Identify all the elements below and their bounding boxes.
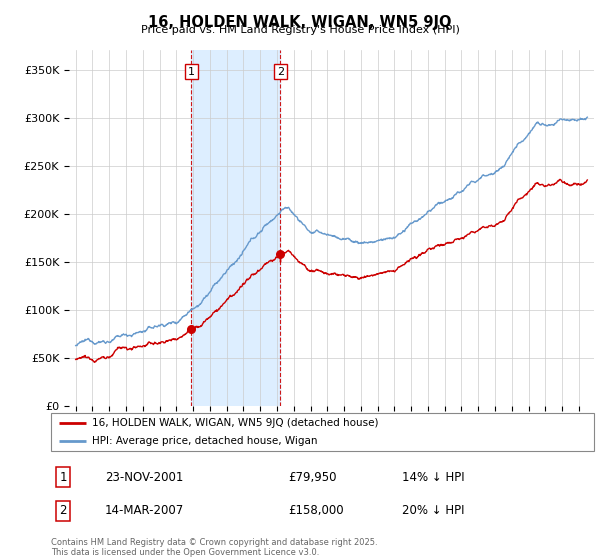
Text: 16, HOLDEN WALK, WIGAN, WN5 9JQ: 16, HOLDEN WALK, WIGAN, WN5 9JQ — [148, 15, 452, 30]
Text: 1: 1 — [59, 470, 67, 484]
Text: 23-NOV-2001: 23-NOV-2001 — [105, 470, 184, 484]
Bar — [191, 50, 280, 406]
Text: £158,000: £158,000 — [288, 504, 344, 517]
Text: 14-MAR-2007: 14-MAR-2007 — [105, 504, 184, 517]
Text: £79,950: £79,950 — [288, 470, 337, 484]
Text: Price paid vs. HM Land Registry's House Price Index (HPI): Price paid vs. HM Land Registry's House … — [140, 25, 460, 35]
Text: 1: 1 — [188, 67, 195, 77]
Text: 16, HOLDEN WALK, WIGAN, WN5 9JQ (detached house): 16, HOLDEN WALK, WIGAN, WN5 9JQ (detache… — [92, 418, 378, 428]
Point — [187, 325, 196, 334]
FancyBboxPatch shape — [51, 413, 594, 451]
Text: HPI: Average price, detached house, Wigan: HPI: Average price, detached house, Wiga… — [92, 436, 317, 446]
Text: 2: 2 — [277, 67, 284, 77]
Text: Contains HM Land Registry data © Crown copyright and database right 2025.
This d: Contains HM Land Registry data © Crown c… — [51, 538, 377, 557]
Point — [275, 250, 285, 259]
Text: 14% ↓ HPI: 14% ↓ HPI — [402, 470, 464, 484]
Text: 2: 2 — [59, 504, 67, 517]
Text: 20% ↓ HPI: 20% ↓ HPI — [402, 504, 464, 517]
